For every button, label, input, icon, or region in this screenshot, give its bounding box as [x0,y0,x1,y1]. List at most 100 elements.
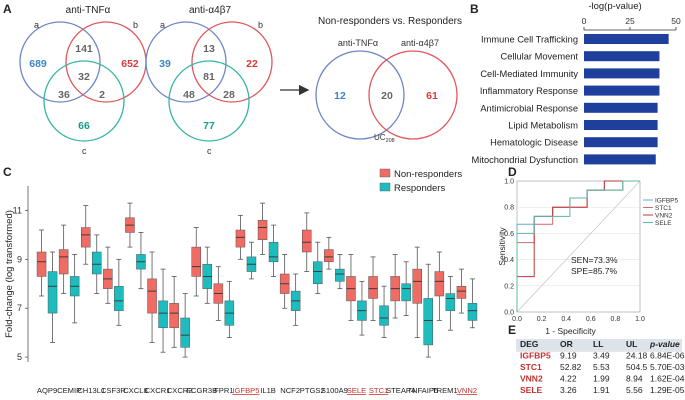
table-cell: 1.62E-04 [650,374,685,384]
table-cell: 3.49 [593,351,610,361]
box-category-label: IL1B [260,386,276,395]
venn-left-abc: 32 [78,71,90,83]
roc-x-tick-label: 0.2 [537,316,547,323]
table-cell: 9.19 [560,351,577,361]
box [191,246,201,277]
bar-x-tick-label: 0 [582,16,587,26]
venn-mid-circle-c [168,60,250,142]
table-cell: 4.22 [560,374,577,384]
bar-category-label: Inflammatory Response [480,86,578,96]
bar [584,51,660,62]
bar-chart-title: -log(p-value) [588,1,641,12]
venn-left-label-b: b [133,20,138,30]
box [401,283,411,302]
bar-category-label: Immune Cell Trafficking [481,35,578,45]
box-category-label: CSF3R [101,386,126,395]
roc-y-tick-label: 0.2 [504,283,514,290]
bar-category-label: Mitochondrial Dysfunction [472,155,578,165]
roc-y-tick-label: 0.6 [504,231,514,238]
box [324,249,334,263]
box [180,317,190,348]
box-category-label: IGFBP5 [232,386,259,395]
odds-ratio-table: DEG OR LL UL p-value IGFBP5 9.19 3.49 24.18 6.84E… [516,339,685,395]
venn-mid-a-only: 39 [159,58,171,70]
box [235,229,246,248]
bar [584,85,660,96]
roc-curve [516,180,640,312]
box [379,305,389,326]
venn-right-overlap: 20 [381,90,393,102]
legend-swatch [379,182,391,192]
bar [584,120,658,130]
table-header-cell: p-value [649,339,680,349]
venn-mid-circle-a [145,21,227,103]
box-category-label: FPR1 [214,386,233,395]
table-cell: SELE [520,385,543,395]
venn-mid-b-only: 22 [246,58,258,70]
box [114,285,124,311]
venn-left-a-only: 689 [29,58,47,70]
box-category-label: TNFAIP6 [407,386,438,395]
venn-mid-ac: 48 [183,89,195,101]
box-category-label: SELE [347,386,366,395]
table-cell: 6.84E-06 [650,351,685,361]
box [467,303,478,321]
box [368,276,378,299]
venn-anti-a4b7: anti-α4β7 a b c 39 22 77 13 48 28 81 [145,5,273,156]
box-category-label: STEAP4 [386,386,415,395]
box-y-axis-label: Fold-change (log transformed) [4,210,15,338]
box [81,227,91,248]
bar-chart-pvalue: -log(p-value)0 25 50 Immune Cell Traffickin… [472,1,681,165]
box-category-label: NCF2 [280,386,300,395]
box [257,219,268,241]
roc-annotation-sen: SEN=73.3% [571,255,618,265]
box-category-label: S100A9 [321,386,348,395]
venn-right-circle-left [315,50,405,140]
box-y-tick-label: 11 [13,205,22,215]
box [147,278,157,314]
venn-left-ab: 141 [75,43,93,55]
box-category-label: CH13L1 [77,386,105,395]
box [169,303,179,329]
venn-left-b-only: 652 [121,58,139,70]
bar-category-label: Cellular Movement [500,52,578,62]
table-cell: IGFBP5 [520,351,551,361]
table-header-cell: UL [626,339,637,349]
table-cell: 504.5 [626,362,648,372]
box [36,251,47,277]
box-category-label: AQP9 [37,386,57,395]
venn-right-right-label: anti-α4β7 [401,38,439,48]
box [158,300,168,329]
roc-chart: 0.0 0.2 0.4 0.6 0.8 1.0 0.0 0.2 0.4 0.6 0.8 1.0 SEN=… [497,179,679,337]
box-category-label: VNN2 [457,386,477,395]
legend-label: Responders [394,183,445,194]
box [58,249,69,275]
box-y-tick-label: 5 [17,352,22,362]
venn-left-label-a: a [34,20,39,30]
venn-mid-label-a: a [160,20,165,30]
panel-label-e: E [508,323,516,337]
box [92,251,102,275]
venn-responders: Non-responders vs. Responders anti-TNFα … [315,16,462,144]
bar [584,34,669,44]
roc-annotation-spe: SPE=85.7% [571,266,618,276]
box [313,261,323,285]
box [434,271,445,297]
roc-x-tick-label: 1.0 [635,316,645,323]
table-cell: 1.29E-05 [650,385,685,395]
box [335,268,345,282]
box-category-label: PTGS2 [300,386,325,395]
venn-right-left-only: 12 [334,90,346,102]
table-cell: 52.82 [560,362,582,372]
table-cell: 1.99 [593,374,610,384]
venn-mid-ab: 13 [203,43,215,55]
table-header-cell: OR [560,339,573,349]
roc-y-tick-label: 0.0 [504,310,514,317]
venn-left-ac: 36 [58,89,70,101]
bar [584,137,658,148]
box-category-label: CXCL8 [123,386,147,395]
box-category-label: FCGR3B [186,386,217,395]
venn-right-left-label: anti-TNFα [338,38,378,48]
table-cell: 1.91 [593,385,610,395]
